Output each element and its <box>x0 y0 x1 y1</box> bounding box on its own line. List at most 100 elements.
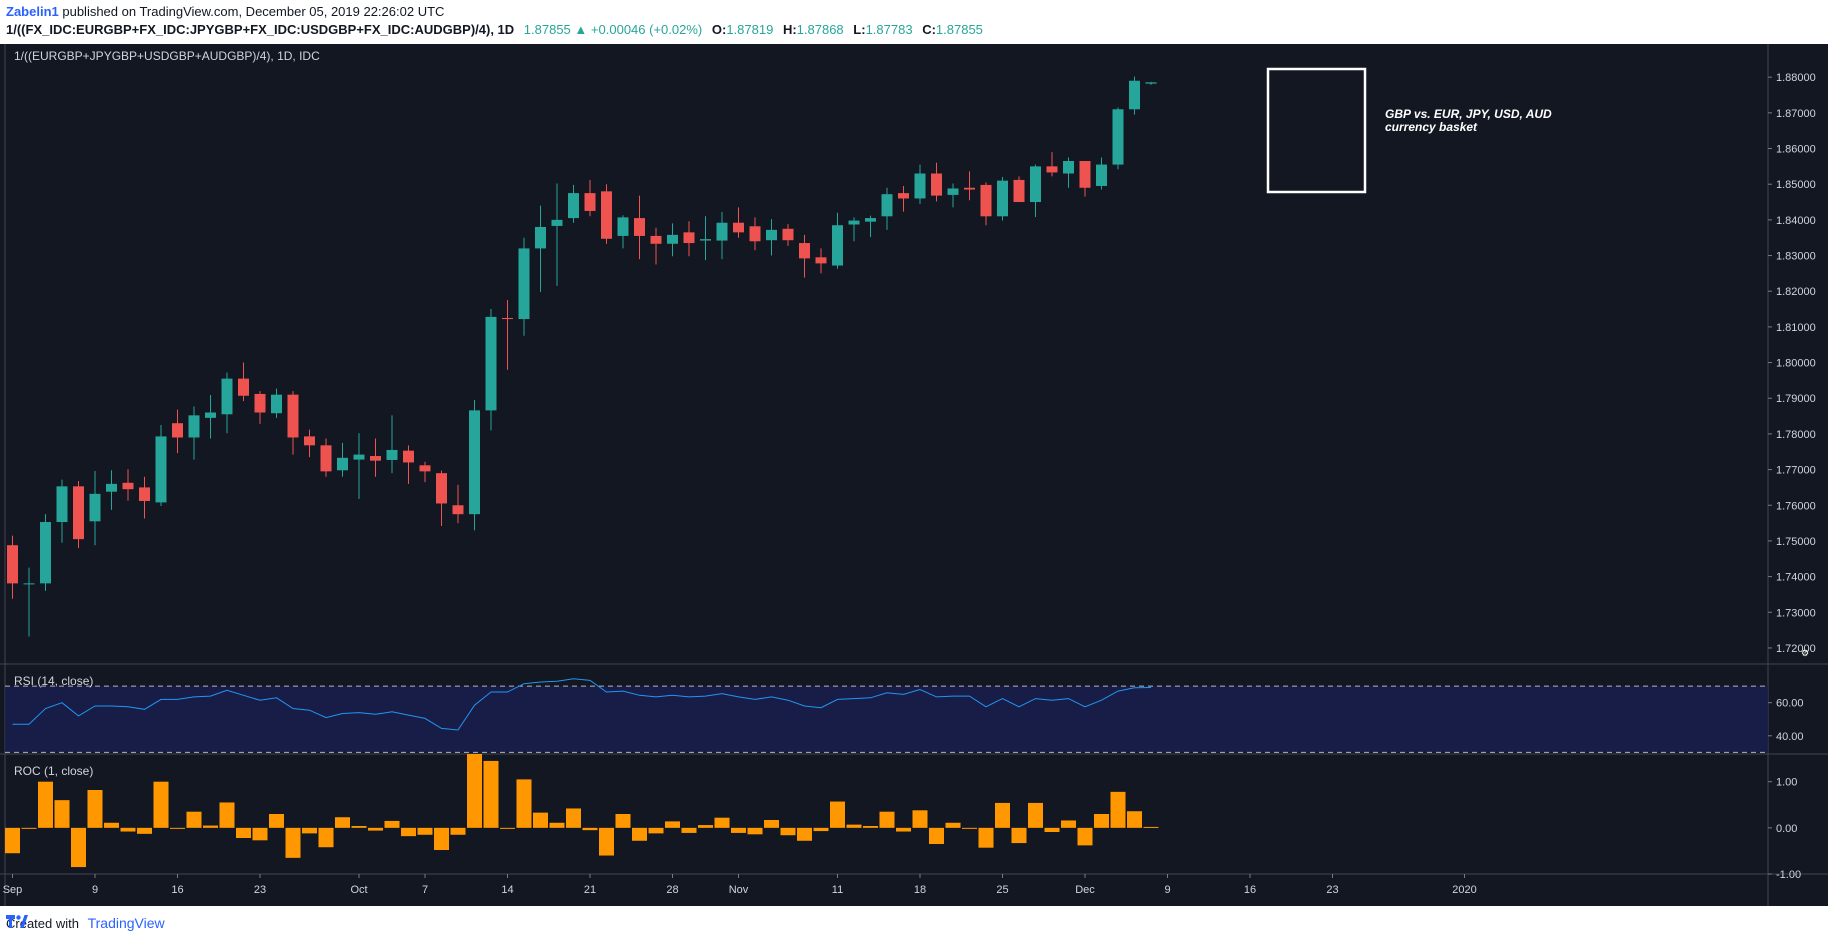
roc-bar <box>896 827 911 832</box>
price-tick-label: 1.84000 <box>1776 215 1816 227</box>
roc-bar <box>879 811 895 828</box>
time-tick-label: 14 <box>501 884 513 896</box>
rsi-band <box>5 686 1768 753</box>
roc-bar <box>995 802 1010 828</box>
symbol-name: 1/((FX_IDC:EURGBP+FX_IDC:JPYGBP+FX_IDC:U… <box>6 22 515 37</box>
candle-body <box>172 423 183 438</box>
candle-body <box>221 378 233 415</box>
rsi-line <box>12 678 1152 731</box>
roc-bar <box>153 781 169 828</box>
roc-bar <box>648 827 664 834</box>
close-label: C: <box>922 22 936 37</box>
candle-body <box>23 583 35 585</box>
price-tick-label: 1.73000 <box>1776 607 1816 619</box>
tradingview-brand-link[interactable]: TradingView <box>87 915 165 931</box>
price-change: +0.00046 (+0.02%) <box>590 22 703 37</box>
roc-bar <box>912 810 928 828</box>
candle-body <box>617 217 629 236</box>
candle-body <box>287 394 299 438</box>
roc-bar <box>1028 802 1043 828</box>
roc-bar <box>269 814 284 828</box>
published-text: published on TradingView.com, December 0… <box>58 4 445 19</box>
time-tick-label: Dec <box>1075 884 1095 896</box>
roc-series[interactable] <box>5 754 1159 868</box>
candle-body <box>1013 179 1025 203</box>
roc-bar <box>500 827 515 829</box>
footer: Created with TradingView <box>0 906 1828 938</box>
roc-bar <box>846 824 862 828</box>
price-tick-label: 1.82000 <box>1776 286 1816 298</box>
rsi-series[interactable] <box>12 678 1152 731</box>
candle-body <box>73 486 84 540</box>
candle-body <box>1063 161 1074 174</box>
price-tick-label: 1.80000 <box>1776 358 1816 370</box>
roc-bar <box>830 801 845 828</box>
time-scale[interactable]: Sep 9 16 23 Oct 7 14 21 28 Nov 11 18 25 Dec 9 16 23 2020 <box>3 874 1477 896</box>
candle-body <box>1046 166 1058 173</box>
price-tick-label: 1.86000 <box>1776 144 1816 156</box>
roc-bar <box>236 827 251 838</box>
candle-body <box>964 187 975 190</box>
roc-bar <box>87 790 103 828</box>
roc-bar <box>764 820 779 828</box>
candle-body <box>799 243 810 259</box>
roc-bar <box>318 827 334 848</box>
scale-settings-icon[interactable]: ⚙ <box>1801 648 1809 658</box>
price-tick-label: 1.85000 <box>1776 179 1816 191</box>
chart-canvas[interactable]: 1.72000 1.73000 1.74000 1.75000 1.76000 1.770… <box>0 44 1828 906</box>
time-tick-label: Nov <box>729 884 749 896</box>
roc-bar <box>665 821 680 828</box>
candle-body <box>370 456 381 461</box>
price-tick-label: 1.88000 <box>1776 72 1816 84</box>
candle-body <box>931 173 942 196</box>
time-tick-label: 2020 <box>1452 884 1476 896</box>
candlestick-series[interactable] <box>7 76 1157 637</box>
candle-body <box>188 415 200 438</box>
candle-body <box>320 445 332 472</box>
roc-bar <box>945 822 961 828</box>
candle-body <box>403 450 414 463</box>
candle-body <box>106 483 117 492</box>
publish-header: Zabelin1 published on TradingView.com, D… <box>0 0 1828 44</box>
roc-bar <box>533 812 548 828</box>
price-tick-label: 1.75000 <box>1776 536 1816 548</box>
roc-bar <box>731 827 746 833</box>
price-scale[interactable]: 1.72000 1.73000 1.74000 1.75000 1.76000 1.770… <box>1768 72 1816 881</box>
time-tick-label: 21 <box>584 884 596 896</box>
price-tick-label: 1.83000 <box>1776 251 1816 263</box>
candle-body <box>56 486 68 523</box>
time-tick-label: 7 <box>422 884 428 896</box>
candle-body <box>947 188 959 195</box>
price-tick-label: 1.72000 <box>1776 643 1816 655</box>
roc-bar <box>384 820 400 828</box>
roc-bar <box>368 827 383 831</box>
rsi-tick-label: 40.00 <box>1776 731 1804 743</box>
time-tick-label: 25 <box>996 884 1008 896</box>
roc-bar <box>780 827 796 836</box>
price-tick-label: 1.81000 <box>1776 322 1816 334</box>
roc-bar <box>401 827 416 837</box>
roc-bar <box>450 827 466 835</box>
roc-bar <box>1011 827 1027 844</box>
candle-body <box>469 410 480 515</box>
roc-bar <box>434 827 449 850</box>
candle-body <box>650 235 662 244</box>
candle-body <box>337 457 348 471</box>
candle-body <box>568 193 579 219</box>
candle-body <box>881 194 893 217</box>
author-link[interactable]: Zabelin1 <box>6 4 59 19</box>
candle-body <box>766 229 777 241</box>
candle-body <box>89 493 101 522</box>
chart-area[interactable]: 1.72000 1.73000 1.74000 1.75000 1.76000 1.770… <box>0 44 1828 906</box>
time-tick-label: 16 <box>171 884 183 896</box>
candle-body <box>997 180 1008 217</box>
candle-body <box>155 436 167 503</box>
time-tick-label: 16 <box>1244 884 1256 896</box>
candle-body <box>238 378 249 396</box>
candle-body <box>419 465 431 472</box>
time-tick-label: Oct <box>350 884 367 896</box>
roc-bar <box>747 827 763 835</box>
time-tick-label: 23 <box>254 884 266 896</box>
roc-bar <box>566 808 581 828</box>
candle-body <box>205 412 216 418</box>
